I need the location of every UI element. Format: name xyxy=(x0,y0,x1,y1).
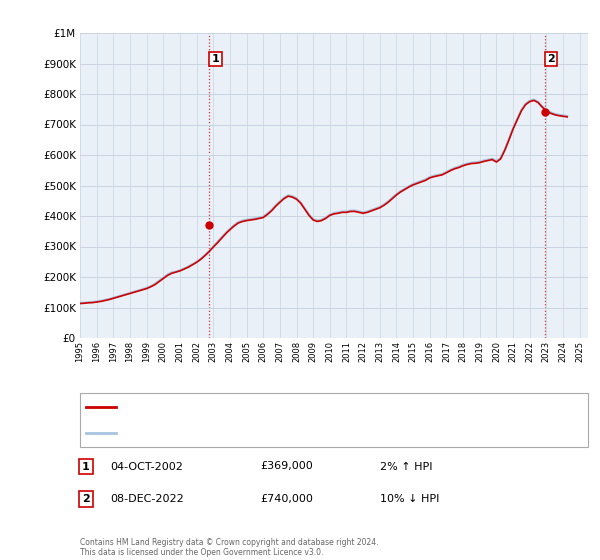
Text: 1: 1 xyxy=(212,54,220,64)
Text: 2: 2 xyxy=(548,54,555,64)
Text: 1: 1 xyxy=(82,461,90,472)
Text: £740,000: £740,000 xyxy=(260,494,313,504)
Text: HPI: Average price, detached house, Buckinghamshire: HPI: Average price, detached house, Buck… xyxy=(122,429,368,438)
Text: £369,000: £369,000 xyxy=(260,461,313,472)
Text: Contains HM Land Registry data © Crown copyright and database right 2024.
This d: Contains HM Land Registry data © Crown c… xyxy=(80,538,379,557)
Text: 2% ↑ HPI: 2% ↑ HPI xyxy=(380,461,433,472)
Text: 2: 2 xyxy=(82,494,90,504)
Text: 10% ↓ HPI: 10% ↓ HPI xyxy=(380,494,439,504)
Text: 19, FROGMORE CLOSE, HUGHENDEN VALLEY, HIGH WYCOMBE, HP14 4LN (detached hou: 19, FROGMORE CLOSE, HUGHENDEN VALLEY, HI… xyxy=(122,402,520,411)
Text: 04-OCT-2002: 04-OCT-2002 xyxy=(110,461,183,472)
Text: 08-DEC-2022: 08-DEC-2022 xyxy=(110,494,184,504)
